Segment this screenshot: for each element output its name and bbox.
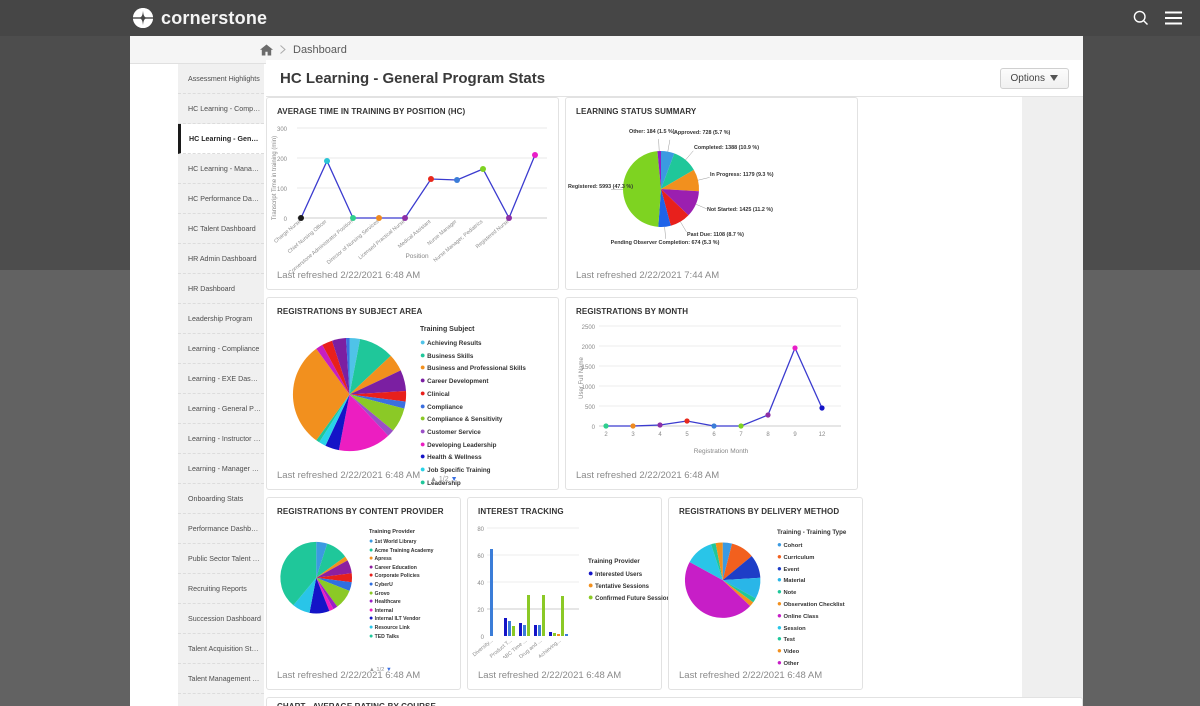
svg-text:500: 500	[585, 405, 596, 411]
svg-text:In Progress: 1179 (9.3 %): In Progress: 1179 (9.3 %)	[710, 172, 774, 178]
svg-text:Licensed Practical Nurse: Licensed Practical Nurse	[358, 219, 407, 261]
svg-text:0: 0	[592, 425, 596, 431]
svg-text:9: 9	[793, 432, 797, 438]
svg-text:100: 100	[277, 187, 288, 193]
svg-text:Pending Observer Completion: 6: Pending Observer Completion: 674 (5.3 %)	[611, 240, 720, 246]
svg-text:7: 7	[739, 432, 743, 438]
svg-text:Other: 184 (1.5 %): Other: 184 (1.5 %)	[629, 129, 675, 135]
svg-text:Completed: 1388 (10.9 %): Completed: 1388 (10.9 %)	[694, 145, 759, 151]
svg-text:Nurse Manager, Pediatrics: Nurse Manager, Pediatrics	[433, 219, 485, 264]
svg-text:80: 80	[477, 527, 484, 533]
svg-text:0: 0	[481, 635, 485, 641]
svg-text:Position: Position	[405, 253, 429, 260]
svg-text:20: 20	[477, 608, 484, 614]
svg-text:Approved: 728 (5.7 %): Approved: 728 (5.7 %)	[674, 130, 731, 136]
svg-text:2000: 2000	[582, 345, 596, 351]
svg-text:Transcript Time in training (m: Transcript Time in training (min)	[272, 136, 278, 220]
svg-text:40: 40	[477, 581, 484, 587]
svg-text:60: 60	[477, 554, 484, 560]
svg-text:Registered: 5993 (47.3 %): Registered: 5993 (47.3 %)	[568, 184, 633, 190]
svg-text:0: 0	[284, 217, 288, 223]
svg-text:2500: 2500	[582, 325, 596, 331]
svg-text:6: 6	[712, 432, 716, 438]
svg-text:2: 2	[604, 432, 608, 438]
svg-text:Director of Nursing Services: Director of Nursing Services	[326, 219, 381, 266]
svg-text:4: 4	[658, 432, 662, 438]
svg-text:Past Due: 1108 (8.7 %): Past Due: 1108 (8.7 %)	[687, 232, 744, 238]
svg-text:5: 5	[685, 432, 689, 438]
svg-text:3: 3	[631, 432, 635, 438]
svg-text:12: 12	[819, 432, 826, 438]
svg-text:200: 200	[277, 157, 288, 163]
svg-text:Registration Month: Registration Month	[694, 448, 749, 455]
svg-text:300: 300	[277, 127, 288, 133]
svg-text:User Full Name: User Full Name	[579, 357, 585, 399]
svg-text:8: 8	[766, 432, 770, 438]
svg-text:Not Started: 1425 (11.2 %): Not Started: 1425 (11.2 %)	[707, 207, 773, 213]
